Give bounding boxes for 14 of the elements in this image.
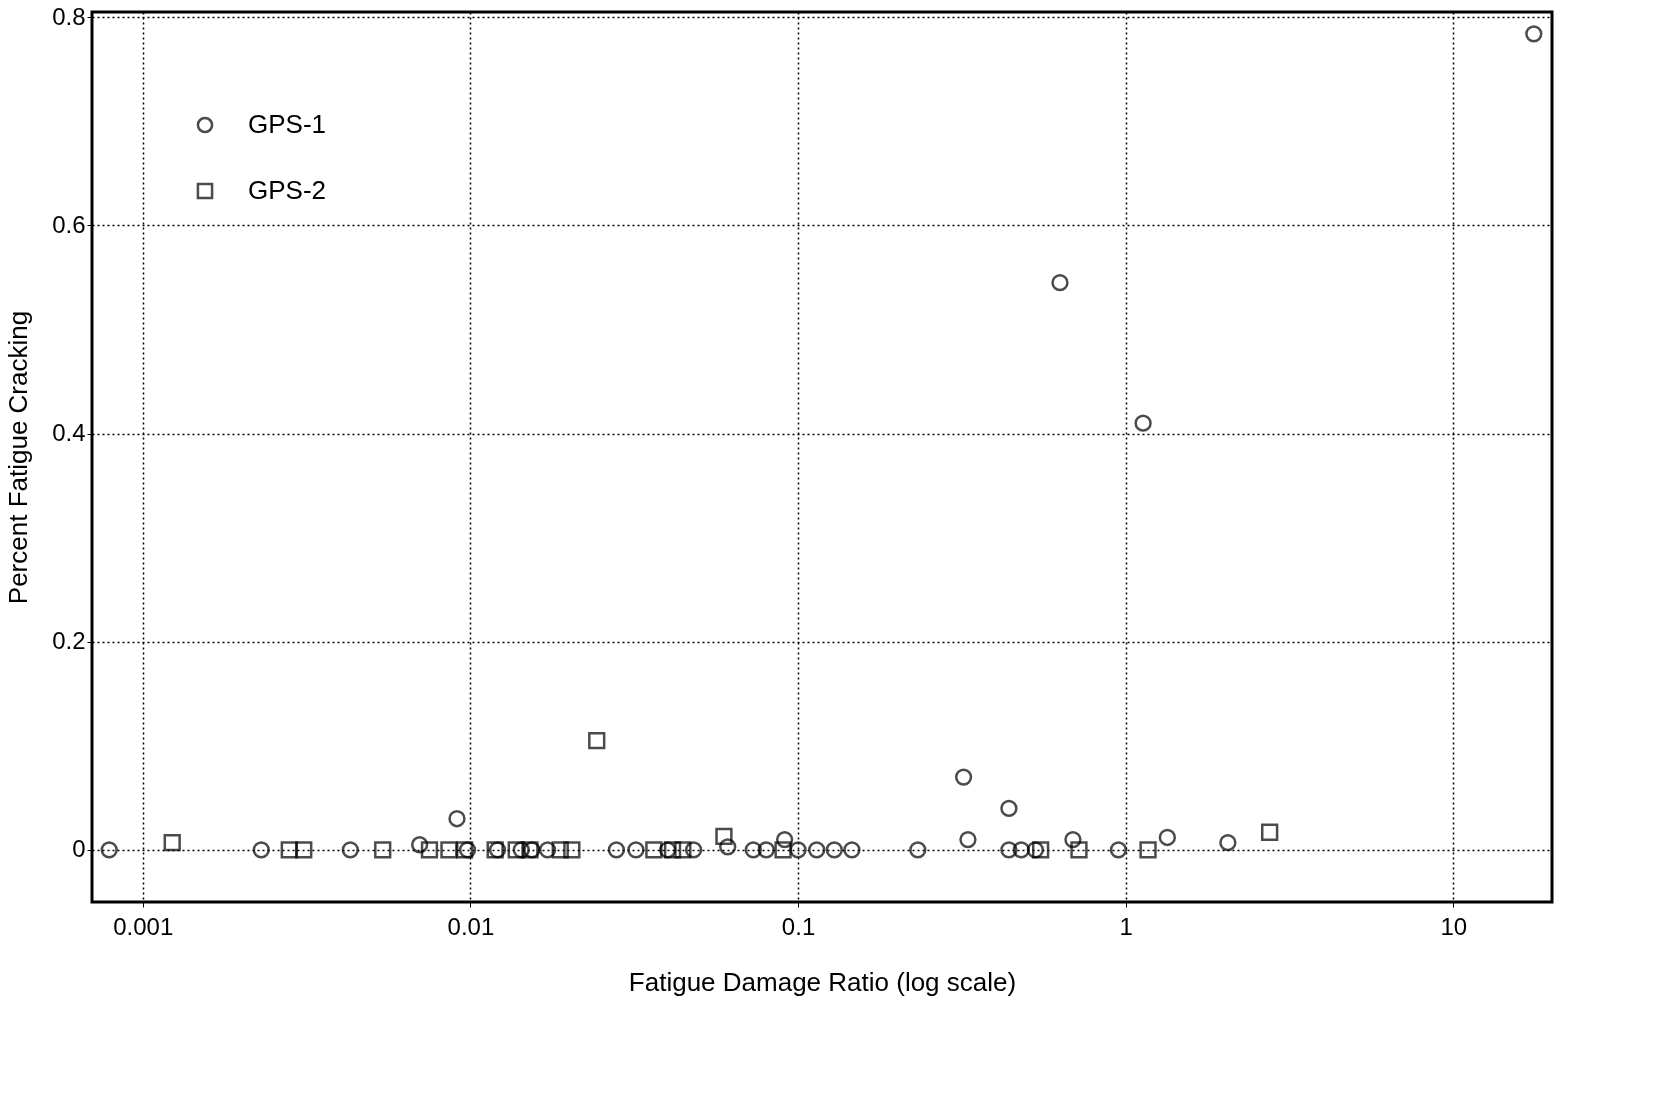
x-tick-label: 1 <box>1119 912 1133 940</box>
y-tick-label: 0.2 <box>52 627 86 655</box>
legend-label: GPS-1 <box>248 109 327 139</box>
legend-label: GPS-2 <box>248 175 327 205</box>
y-tick-label: 0.6 <box>52 210 86 238</box>
y-axis-title: Percent Fatigue Cracking <box>3 310 34 605</box>
y-tick-label: 0 <box>72 835 86 863</box>
x-axis-title: Fatigue Damage Ratio (log scale) <box>628 966 1017 997</box>
x-tick-label: 10 <box>1440 912 1468 940</box>
y-tick-label: 0.8 <box>52 2 86 30</box>
y-tick-label: 0.4 <box>52 419 86 447</box>
x-tick-label: 0.001 <box>113 912 174 940</box>
x-tick-label: 0.01 <box>447 912 495 940</box>
x-tick-label: 0.1 <box>781 912 816 940</box>
